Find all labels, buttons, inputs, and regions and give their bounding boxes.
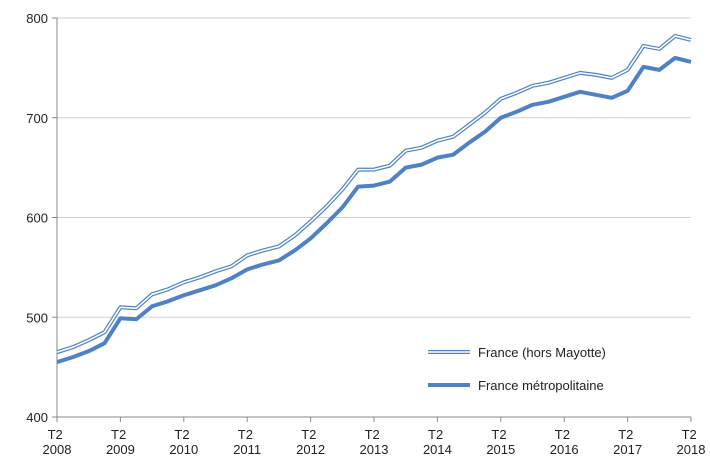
x-tick-label: T2 2009	[106, 427, 135, 457]
legend-label: France (hors Mayotte)	[478, 345, 606, 360]
line-inner	[56, 35, 692, 353]
y-tick-label: 700	[26, 111, 48, 126]
y-tick-label: 800	[26, 11, 48, 26]
x-tick-label: T2 2016	[550, 427, 579, 457]
x-tick-label: T2 2018	[677, 427, 706, 457]
x-tick-label: T2 2008	[43, 427, 72, 457]
y-tick-label: 500	[26, 310, 48, 325]
x-tick-label: T2 2012	[296, 427, 325, 457]
x-tick-label: T2 2017	[613, 427, 642, 457]
x-tick-label: T2 2015	[486, 427, 515, 457]
x-tick-label: T2 2014	[423, 427, 452, 457]
y-tick-label: 400	[26, 410, 48, 425]
legend-label: France métropolitaine	[478, 378, 604, 393]
x-tick-label: T2 2013	[360, 427, 389, 457]
y-tick-label: 600	[26, 211, 48, 226]
line	[56, 55, 692, 365]
x-tick-label: T2 2011	[233, 427, 261, 457]
x-tick-label: T2 2010	[169, 427, 198, 457]
